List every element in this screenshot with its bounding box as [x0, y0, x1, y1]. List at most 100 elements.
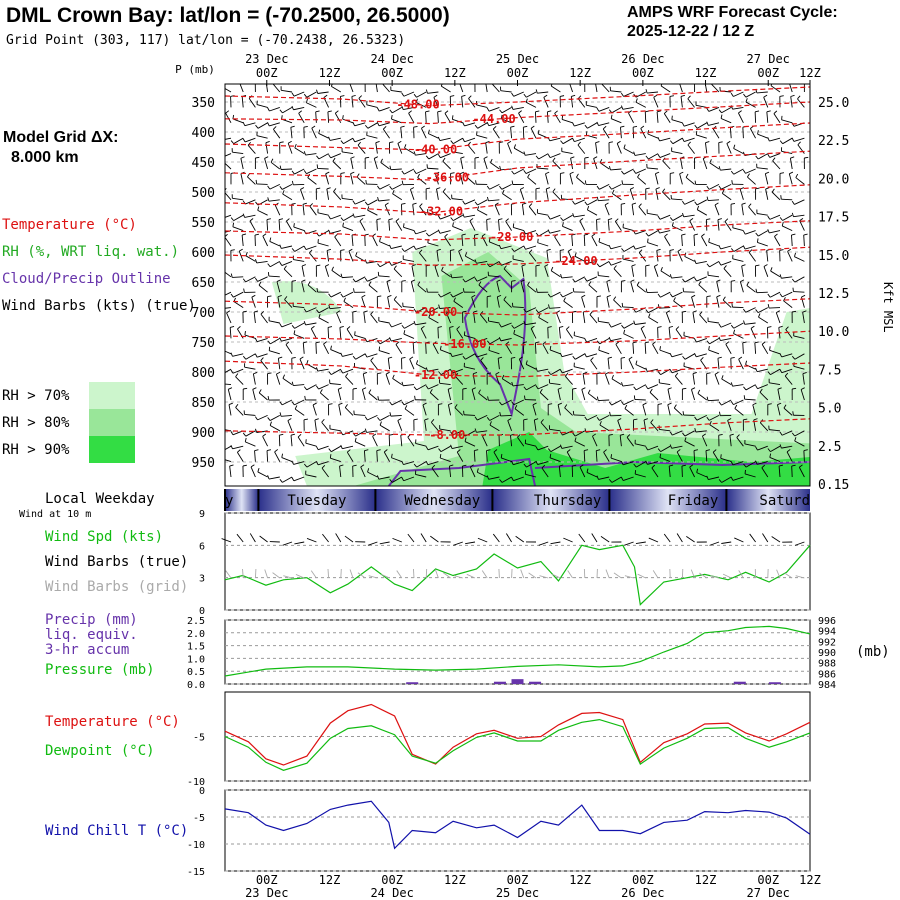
wind-barb-flag [630, 187, 635, 190]
wind-barb-flag [560, 249, 565, 251]
pressure-tick-label: 650 [192, 276, 215, 291]
wind-barb-flag [389, 244, 392, 249]
wind-barb-flag [547, 326, 552, 328]
temperature-contour-label: -36.00 [426, 171, 469, 185]
wind-barb-flag [244, 437, 247, 442]
wind-barb [684, 353, 695, 360]
wind-barb [513, 168, 525, 175]
wind-barb [306, 461, 317, 468]
wind-barb-flag [740, 279, 745, 283]
wind-barb-flag [274, 449, 279, 453]
wind-barb-flag [438, 403, 443, 405]
wind-barb [513, 333, 524, 339]
wind-barb-flag [576, 173, 579, 178]
top-hour-label: 00Z [632, 66, 654, 80]
wind-barb-flag [779, 431, 783, 436]
wind-barb [550, 85, 561, 93]
weekday-cell [609, 489, 727, 511]
wind-barb-flag [779, 172, 785, 174]
wind-barb-flag [267, 107, 270, 112]
wind-barb-flag [712, 449, 717, 453]
temperature-panel-ytick: -10 [187, 777, 205, 788]
wind-barb-flag [360, 464, 365, 468]
wind-barb-flag [694, 180, 697, 185]
wind-barb-flag [352, 122, 356, 127]
wind-barb-flag [321, 464, 326, 469]
wind-barb-flag [314, 418, 319, 421]
wind-barb-flag [669, 140, 674, 144]
wind-barb [659, 137, 671, 142]
wind-barb [745, 168, 756, 174]
wind-barb [554, 236, 561, 247]
rh-90-swatch [89, 436, 135, 463]
wind-barb [654, 173, 659, 185]
wind-barb-grid [453, 575, 463, 579]
wind-spd-label: Wind Spd (kts) [45, 529, 164, 545]
wind-barb-flag [743, 320, 746, 325]
wind-barb-flag [316, 155, 320, 160]
wind-barb-flag [401, 280, 406, 282]
wind-barb [372, 235, 378, 247]
wind-barb-flag [543, 94, 548, 98]
wind-barb [549, 137, 561, 142]
wind-barb [494, 204, 500, 216]
precip-pressure-panel-precip-bar [406, 682, 419, 684]
wind-barb-flag [681, 200, 685, 205]
wind-barb-flag [657, 371, 661, 375]
wind-barb-grid [552, 573, 561, 579]
wind-barb [282, 183, 293, 190]
wind-barb-flag [291, 325, 295, 329]
wind-barb-flag [230, 273, 233, 278]
wind-barb [297, 436, 305, 447]
wind-barb [672, 214, 683, 221]
wind-barb-flag [547, 153, 551, 158]
height-tick-label: 20.0 [818, 172, 849, 187]
wind-barb-flag [633, 463, 637, 468]
wind-barb-flag [706, 107, 710, 112]
wind-barb [717, 219, 720, 231]
wind-barb-flag [633, 151, 636, 156]
wind-barb [378, 476, 390, 480]
wind-barb [537, 242, 549, 247]
wind-barb-flag [480, 357, 484, 361]
wind-barb-flag [363, 310, 368, 313]
wind-barb-flag [633, 125, 638, 128]
wind-barb-true [344, 535, 354, 543]
wind-barb-flag [316, 264, 321, 267]
wind-barb-flag [731, 180, 733, 185]
top-date-label: 23 Dec [245, 52, 288, 66]
wind-barb-flag [300, 187, 305, 190]
wind-barb-flag [667, 387, 672, 390]
wind-barb-flag [511, 180, 514, 185]
wind-barb-flag [791, 355, 796, 360]
wind-barb [679, 84, 683, 93]
wind-barb-flag [598, 237, 601, 243]
wind-barb [269, 415, 281, 421]
wind-barb-flag [706, 372, 711, 375]
wind-barb [732, 476, 744, 481]
wind-barb [225, 459, 232, 463]
wind-barb-flag [564, 404, 568, 409]
wind-barb [769, 457, 781, 463]
wind-barb [587, 392, 598, 401]
wind-barb-flag [486, 218, 491, 221]
wind-barb-flag [291, 280, 297, 282]
wind-barb-flag [549, 345, 552, 351]
wind-barb [520, 281, 525, 293]
wind-barb [403, 476, 415, 482]
wind-barb-flag [698, 281, 702, 285]
wind-barb-flag [242, 278, 247, 283]
wind-barb [301, 265, 305, 277]
wind-barb [538, 153, 549, 160]
wind-barb [361, 297, 366, 308]
wind-barb [476, 104, 488, 108]
wind-barb [802, 312, 805, 324]
wind-barb-flag [355, 252, 358, 257]
wind-barb [368, 392, 378, 401]
wind-barb-flag [254, 416, 258, 421]
wind-barb [427, 461, 439, 466]
wind-barb-flag [425, 446, 429, 451]
wind-barb [305, 322, 317, 326]
wind-barb-flag [243, 387, 248, 390]
wind-barb-grid [652, 570, 659, 579]
